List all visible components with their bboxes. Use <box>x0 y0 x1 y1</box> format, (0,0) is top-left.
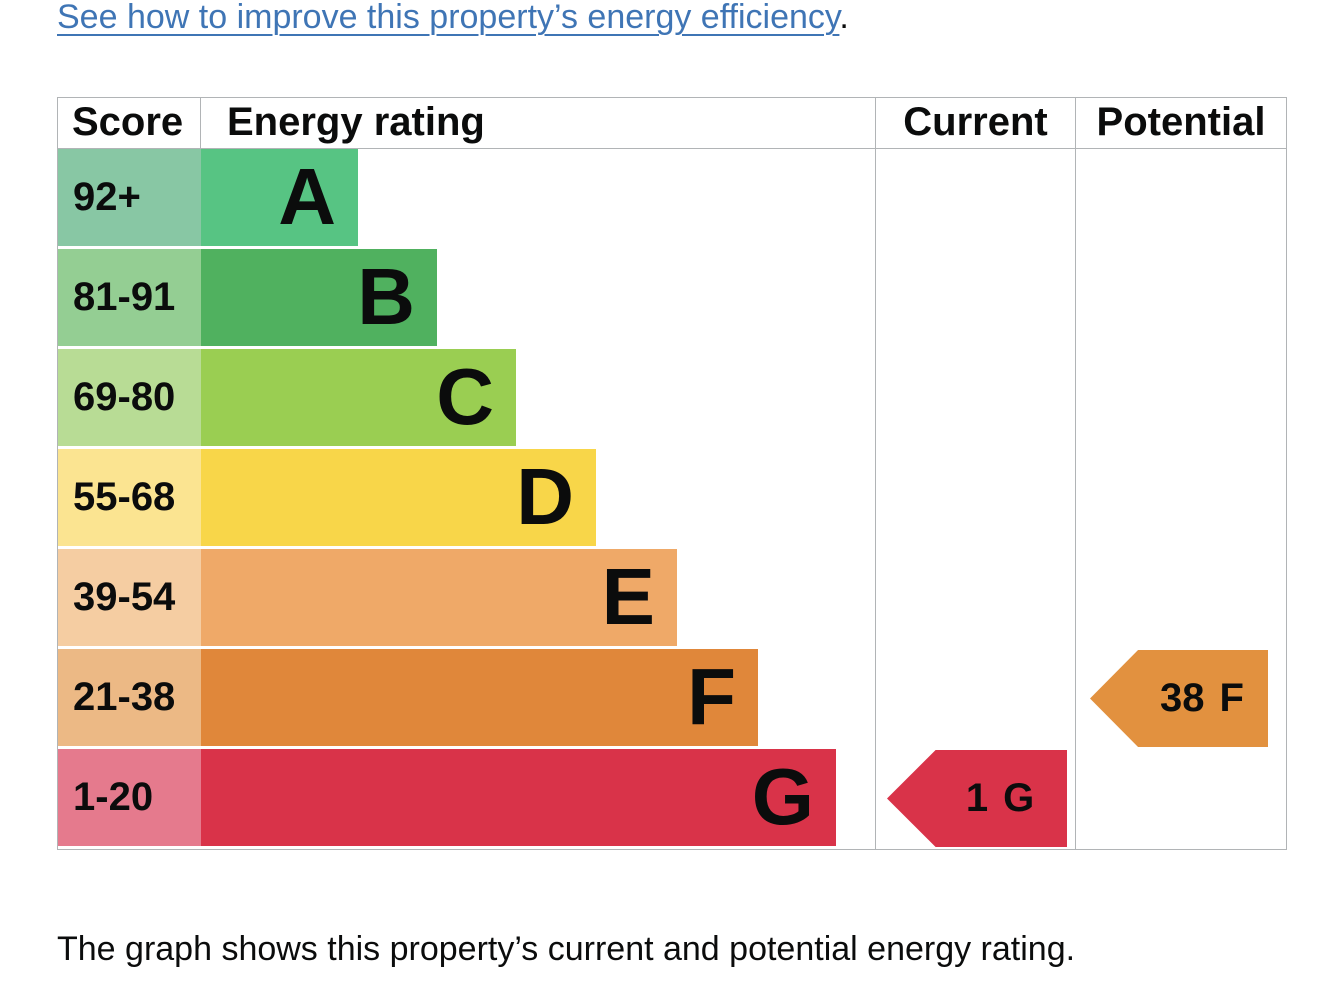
rating-bar-b: B <box>201 248 437 346</box>
band-row-f: 21-38 F 38 F <box>58 648 1286 749</box>
current-band-letter: G <box>1003 776 1035 820</box>
current-cell-a <box>876 148 1076 249</box>
rating-cell-b: B <box>201 248 876 349</box>
band-row-e: 39-54 E <box>58 548 1286 649</box>
potential-cell-g <box>1076 749 1286 849</box>
improve-line: See how to improve this property’s energ… <box>57 0 1336 39</box>
header-score: Score <box>58 97 201 148</box>
rating-bar-c: C <box>201 348 516 446</box>
rating-bar-a: A <box>201 148 358 246</box>
potential-cell-e <box>1076 549 1286 649</box>
score-range-d: 55-68 <box>58 448 201 546</box>
rating-bar-d: D <box>201 448 596 546</box>
current-rating-arrow: 1 G <box>887 750 1067 847</box>
score-range-b: 81-91 <box>58 248 201 346</box>
rating-cell-g: G <box>201 748 876 849</box>
current-cell-b <box>876 248 1076 349</box>
score-range-c: 69-80 <box>58 348 201 446</box>
score-range-a: 92+ <box>58 148 201 246</box>
link-period: . <box>839 0 849 36</box>
band-row-a: 92+ A <box>58 148 1286 249</box>
rating-cell-d: D <box>201 448 876 549</box>
band-row-g: 1-20 G 1 G <box>58 748 1286 849</box>
potential-band-letter: F <box>1219 676 1244 720</box>
potential-cell-b <box>1076 249 1286 349</box>
header-energy-rating: Energy rating <box>201 97 876 148</box>
chart-caption: The graph shows this property’s current … <box>57 929 1076 968</box>
band-row-c: 69-80 C <box>58 348 1286 449</box>
potential-cell-d <box>1076 449 1286 549</box>
potential-cell-f: 38 F <box>1076 649 1286 749</box>
score-range-f: 21-38 <box>58 648 201 746</box>
rating-bar-e: E <box>201 548 677 646</box>
rating-bar-f: F <box>201 648 758 746</box>
current-cell-d <box>876 448 1076 549</box>
current-cell-e <box>876 548 1076 649</box>
rating-bar-g: G <box>201 748 836 846</box>
rating-cell-f: F <box>201 648 876 749</box>
improve-efficiency-link[interactable]: See how to improve this property’s energ… <box>57 0 840 36</box>
rating-cell-e: E <box>201 548 876 649</box>
epc-rating-chart: Score Energy rating Current Potential 92… <box>57 96 1287 850</box>
epc-header-row: Score Energy rating Current Potential <box>58 97 1286 149</box>
header-current: Current <box>876 97 1076 148</box>
current-score: 1 <box>965 776 989 820</box>
potential-score: 38 <box>1160 676 1205 720</box>
score-range-e: 39-54 <box>58 548 201 646</box>
rating-cell-c: C <box>201 348 876 449</box>
score-range-g: 1-20 <box>58 748 201 846</box>
potential-cell-a <box>1076 149 1286 249</box>
current-cell-f <box>876 648 1076 749</box>
band-row-b: 81-91 B <box>58 248 1286 349</box>
current-cell-c <box>876 348 1076 449</box>
potential-rating-arrow: 38 F <box>1090 650 1268 747</box>
current-cell-g: 1 G <box>876 748 1076 849</box>
header-potential: Potential <box>1096 100 1266 144</box>
band-row-d: 55-68 D <box>58 448 1286 549</box>
rating-cell-a: A <box>201 148 876 249</box>
potential-cell-c <box>1076 349 1286 449</box>
